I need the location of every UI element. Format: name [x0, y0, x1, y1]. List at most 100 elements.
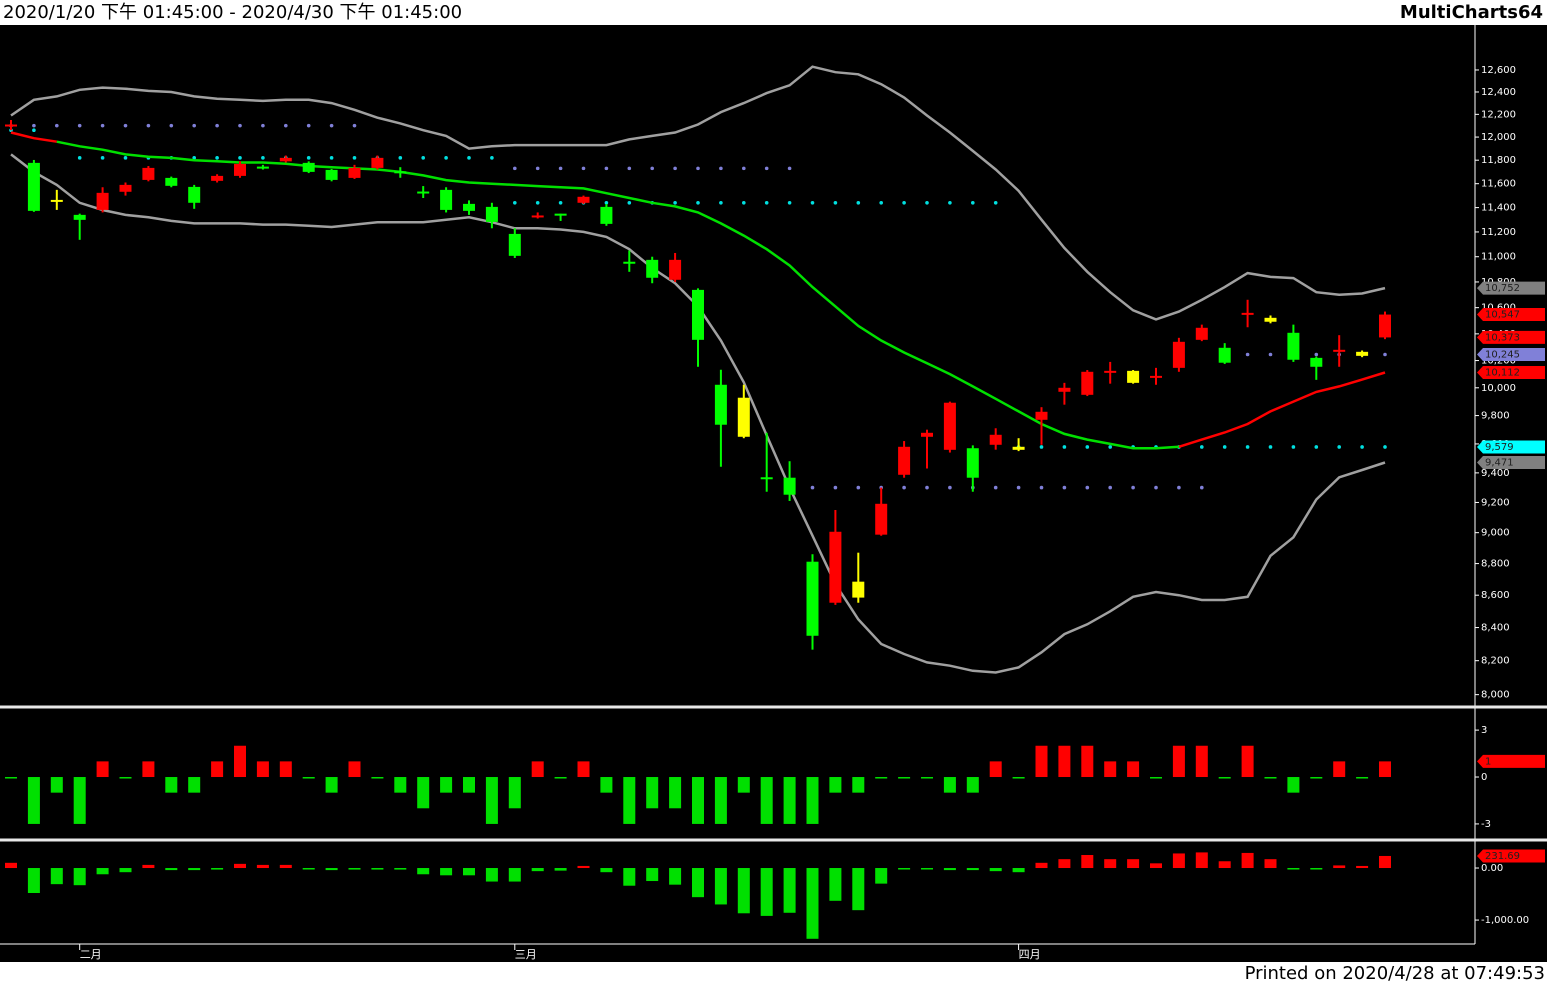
level-dot — [925, 485, 929, 490]
bar — [531, 761, 544, 778]
bar — [554, 777, 567, 779]
level-dot — [1200, 445, 1204, 449]
bar — [600, 868, 613, 873]
level-dot — [55, 123, 59, 128]
level-dot — [742, 200, 746, 205]
bar — [27, 777, 40, 824]
bar — [142, 761, 155, 778]
bar — [325, 868, 338, 871]
bar — [142, 864, 155, 869]
bar — [1287, 868, 1300, 870]
candle-body — [1150, 375, 1162, 378]
level-dot — [971, 200, 975, 205]
y-tick-label: 12,000 — [1481, 132, 1516, 143]
level-dot — [306, 156, 311, 160]
candle-body — [440, 189, 453, 210]
bar — [783, 868, 796, 913]
candle-body — [554, 213, 567, 216]
bar — [463, 777, 475, 793]
level-dot — [100, 156, 105, 160]
bar — [737, 777, 750, 793]
candle-body — [211, 175, 224, 181]
level-dot — [192, 123, 196, 128]
bar — [1287, 777, 1300, 793]
level-dot — [1085, 445, 1090, 449]
level-dot — [238, 156, 242, 160]
level-dot — [1245, 352, 1250, 357]
level-dot — [948, 200, 952, 205]
bar — [1264, 777, 1277, 779]
level-dot — [810, 485, 815, 490]
bar — [1104, 859, 1117, 869]
y-tick-label: 11,200 — [1481, 227, 1516, 238]
bar — [898, 777, 911, 779]
y-tick-label: 9,000 — [1481, 528, 1510, 539]
level-dot — [123, 156, 128, 160]
bar — [1195, 745, 1208, 778]
indicator-line — [56, 140, 1179, 450]
level-dot — [352, 156, 357, 160]
bar — [73, 868, 86, 886]
bar — [1356, 777, 1369, 779]
candle-body — [692, 289, 704, 340]
bar — [1379, 855, 1391, 869]
brand: MultiCharts64 — [1400, 2, 1543, 23]
last-value-tag — [1477, 330, 1545, 344]
candle-body — [73, 214, 86, 220]
level-dot — [1268, 352, 1273, 357]
bar — [921, 868, 933, 870]
candle-body — [1058, 387, 1071, 392]
y-tick-label: 11,800 — [1481, 155, 1516, 166]
candle-body — [485, 206, 498, 222]
last-value-tag — [1477, 348, 1545, 362]
candle-body — [165, 177, 178, 186]
bar — [1310, 777, 1323, 779]
bar — [646, 777, 659, 809]
candle-body — [600, 206, 613, 224]
level-dot — [1337, 445, 1341, 449]
level-dot — [787, 166, 792, 171]
candle-body — [1104, 370, 1117, 373]
last-value-label: 10,112 — [1485, 367, 1520, 378]
level-dot — [925, 200, 929, 205]
level-dot — [306, 123, 311, 128]
y-tick-label: 10,000 — [1481, 383, 1516, 394]
level-dot — [444, 156, 448, 160]
bar — [417, 868, 430, 875]
level-dot — [879, 200, 883, 205]
candle-body — [1356, 351, 1369, 356]
bar — [1264, 859, 1277, 869]
level-dot — [261, 156, 265, 160]
level-dot — [673, 166, 677, 171]
bar — [1035, 862, 1048, 869]
level-dot — [604, 200, 609, 205]
footer: Printed on 2020/4/28 at 07:49:53 — [1245, 963, 1545, 984]
candle-body — [27, 162, 40, 211]
bar — [73, 777, 86, 824]
bar — [714, 868, 727, 905]
bar — [485, 777, 498, 824]
level-dot — [1108, 445, 1112, 449]
bar — [554, 868, 567, 871]
bar — [211, 761, 224, 778]
bar — [1172, 745, 1185, 778]
bar — [531, 868, 544, 872]
level-dot — [123, 123, 128, 128]
y-tick-label: 12,400 — [1481, 87, 1516, 98]
level-dot — [1383, 445, 1387, 449]
level-dot — [604, 166, 609, 171]
bar — [279, 761, 292, 778]
level-dot — [238, 123, 242, 128]
bar — [646, 868, 659, 882]
last-value-label: 10,752 — [1485, 283, 1520, 294]
bar — [256, 761, 269, 778]
bar — [394, 777, 407, 793]
bar — [50, 777, 63, 793]
bar — [966, 777, 979, 793]
x-tick-label: 四月 — [1019, 948, 1041, 961]
level-dot — [948, 485, 952, 490]
candle-body — [760, 477, 773, 480]
bar — [234, 863, 246, 869]
bar — [1012, 777, 1025, 779]
